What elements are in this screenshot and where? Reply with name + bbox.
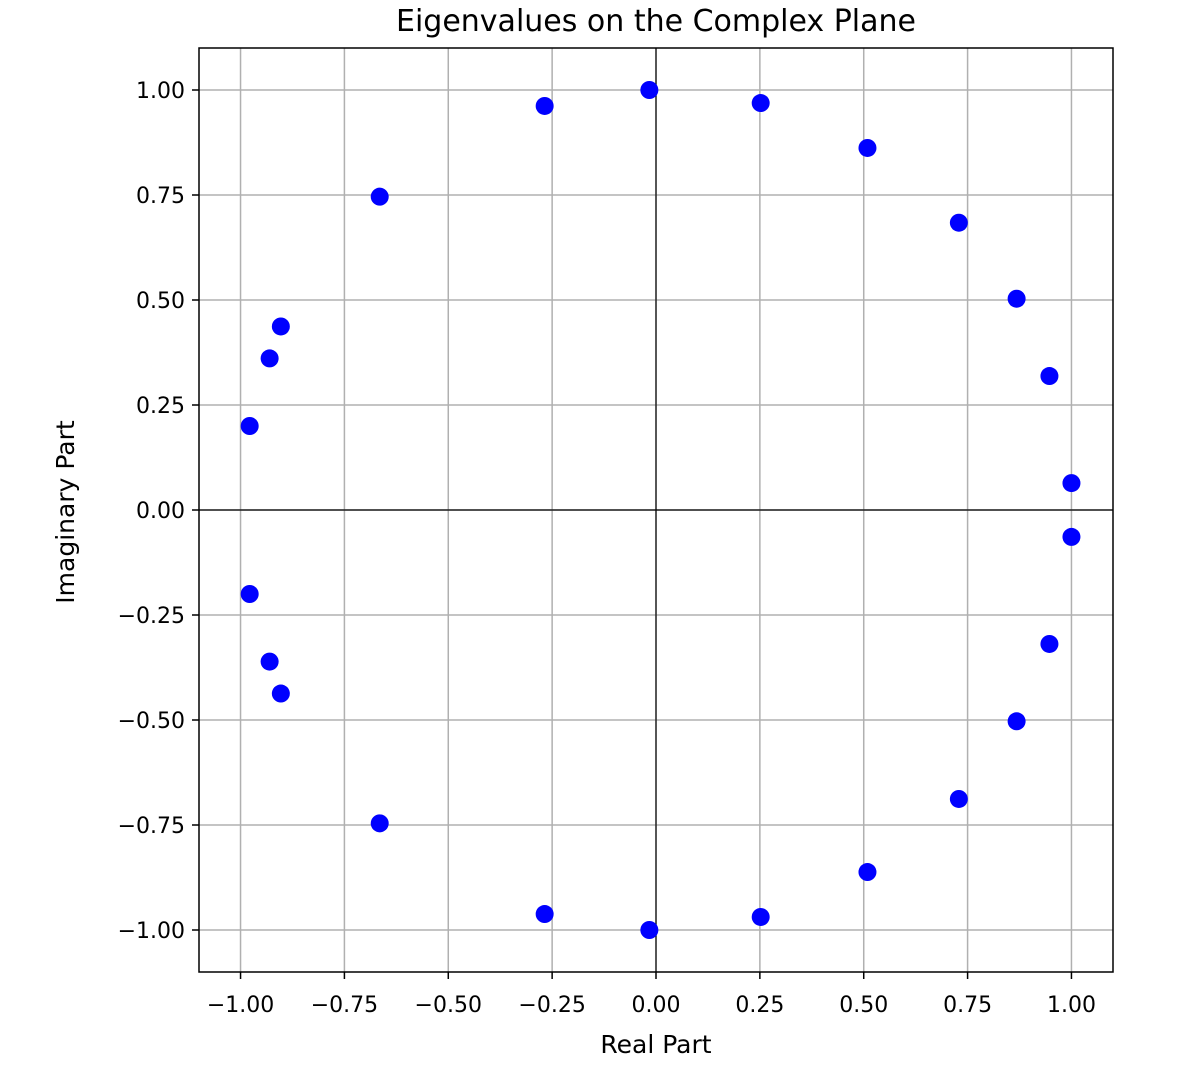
eigenvalue-point bbox=[271, 684, 290, 703]
eigenvalue-point bbox=[1007, 712, 1026, 731]
y-axis-label: Imaginary Part bbox=[51, 420, 80, 604]
eigenvalue-point bbox=[260, 652, 279, 671]
y-tick-label: 0.00 bbox=[136, 499, 185, 524]
data-points bbox=[240, 81, 1081, 939]
eigenvalue-point bbox=[271, 317, 290, 336]
eigenvalue-point bbox=[751, 94, 770, 113]
y-tick-label: 0.50 bbox=[136, 289, 185, 314]
eigenvalue-point bbox=[370, 187, 389, 206]
x-tick-label: −0.75 bbox=[311, 993, 378, 1018]
eigenvalue-point bbox=[1040, 367, 1059, 386]
eigenvalue-point bbox=[751, 907, 770, 926]
eigenvalue-point bbox=[535, 905, 554, 924]
eigenvalue-point bbox=[240, 585, 259, 603]
eigenvalue-point bbox=[949, 789, 968, 808]
eigenvalue-point bbox=[240, 417, 259, 435]
x-tick-label: −0.25 bbox=[518, 993, 585, 1018]
x-tick-label: 1.00 bbox=[1047, 993, 1096, 1018]
y-tick-label: −0.50 bbox=[118, 709, 185, 734]
y-tick-label: 1.00 bbox=[136, 79, 185, 104]
eigenvalue-point bbox=[1062, 527, 1081, 546]
axis-ticks: −1.00 −0.75 −0.50 −0.25 0.00 0.25 0.50 0.75 1.00… bbox=[118, 79, 1096, 1018]
chart-title: Eigenvalues on the Complex Plane bbox=[396, 4, 916, 39]
x-tick-label: −1.00 bbox=[207, 993, 274, 1018]
x-tick-label: −0.50 bbox=[415, 993, 482, 1018]
x-tick-label: 0.00 bbox=[632, 993, 681, 1018]
eigenvalue-point bbox=[640, 81, 659, 99]
x-axis-label: Real Part bbox=[600, 1030, 711, 1059]
eigenvalue-point bbox=[1062, 474, 1081, 493]
eigenvalue-point bbox=[640, 921, 659, 939]
x-tick-label: 0.50 bbox=[839, 993, 888, 1018]
eigenvalue-point bbox=[1040, 634, 1059, 653]
eigenvalue-point bbox=[1007, 289, 1026, 308]
y-tick-label: −0.25 bbox=[118, 604, 185, 629]
x-tick-label: 0.25 bbox=[735, 993, 784, 1018]
eigenvalue-point bbox=[858, 138, 877, 157]
eigenvalue-point bbox=[858, 863, 877, 882]
x-tick-label: 0.75 bbox=[943, 993, 992, 1018]
eigenvalue-point bbox=[949, 213, 968, 232]
eigenvalue-point bbox=[370, 814, 389, 833]
eigenvalue-point bbox=[260, 349, 279, 368]
zero-lines bbox=[199, 48, 1113, 972]
y-tick-label: 0.25 bbox=[136, 394, 185, 419]
y-tick-label: −1.00 bbox=[118, 919, 185, 944]
y-tick-label: 0.75 bbox=[136, 184, 185, 209]
eigenvalue-point bbox=[535, 96, 554, 115]
y-tick-label: −0.75 bbox=[118, 814, 185, 839]
